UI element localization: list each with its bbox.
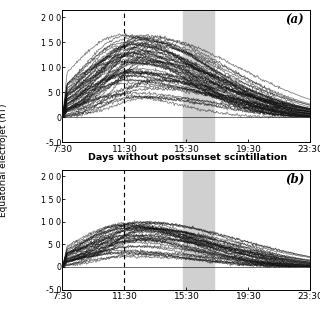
Bar xyxy=(183,10,214,142)
Bar xyxy=(183,170,214,290)
Text: (a): (a) xyxy=(285,13,304,27)
Text: Equatorial electrojet (nT): Equatorial electrojet (nT) xyxy=(0,103,8,217)
Text: Days without postsunset scintillation: Days without postsunset scintillation xyxy=(88,153,287,162)
Text: (b): (b) xyxy=(285,173,304,186)
